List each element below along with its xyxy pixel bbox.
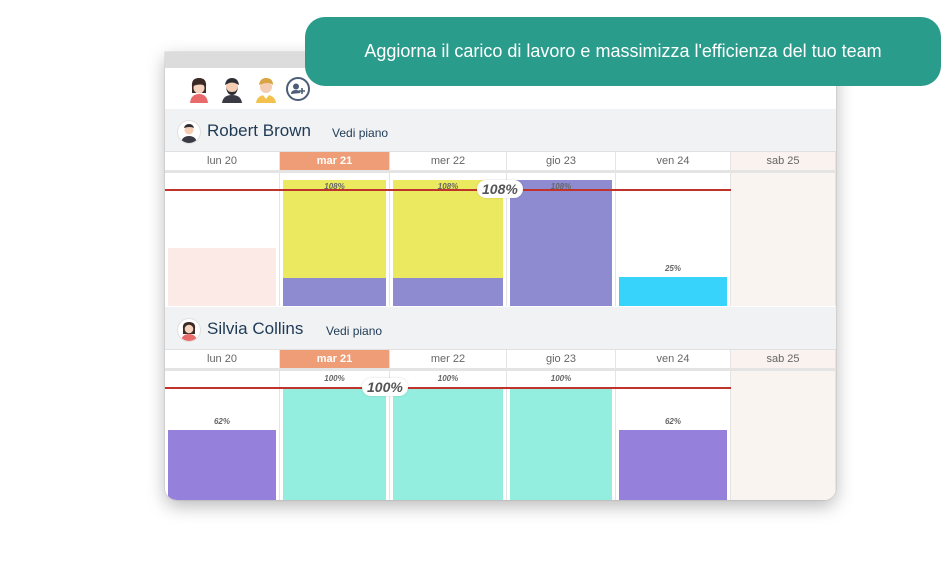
person-header-silvia: Silvia Collins Vedi piano xyxy=(165,307,836,350)
capacity-line xyxy=(165,387,731,389)
day-header-row: lun 20 mar 21 mer 22 gio 23 ven 24 sab 25 xyxy=(165,350,836,371)
day-column xyxy=(731,173,836,306)
day-column: 100% xyxy=(507,371,616,500)
day-column: 108% xyxy=(507,173,616,306)
male-avatar-icon xyxy=(177,120,201,144)
day-label: mer 22 xyxy=(390,152,507,170)
workload-bar-segment[interactable] xyxy=(619,276,727,306)
planner-window: Robert Brown Vedi piano lun 20 mar 21 mer … xyxy=(165,52,836,500)
workload-percent-label: 62% xyxy=(213,416,230,426)
day-label: sab 25 xyxy=(731,152,836,170)
person-header-robert: Robert Brown Vedi piano xyxy=(165,109,836,152)
bearded-man-avatar-icon[interactable] xyxy=(219,75,245,103)
day-header-row: lun 20 mar 21 mer 22 gio 23 ven 24 sab 25 xyxy=(165,152,836,173)
workload-bar-segment[interactable] xyxy=(510,179,612,306)
workload-percent-label: 25% xyxy=(664,263,681,273)
workload-percent-label: 108% xyxy=(437,181,459,191)
workload-bar-segment[interactable] xyxy=(283,179,386,279)
day-column: 25% xyxy=(616,173,731,306)
workload-grid: 108% 108% 108% 25% 108% xyxy=(165,173,836,306)
add-user-icon xyxy=(291,83,305,94)
day-label: gio 23 xyxy=(507,350,616,368)
day-label: mar 21 xyxy=(280,152,390,170)
workload-bar-segment[interactable] xyxy=(168,429,276,500)
day-column: 62% xyxy=(616,371,731,500)
female-avatar-icon[interactable] xyxy=(186,75,212,103)
total-load-badge: 108% xyxy=(477,180,523,198)
day-label: lun 20 xyxy=(165,152,280,170)
day-column: 108% xyxy=(280,173,390,306)
day-label: ven 24 xyxy=(616,350,731,368)
person-name: Robert Brown xyxy=(207,121,311,140)
day-column: 62% xyxy=(165,371,280,500)
workload-bar-segment[interactable] xyxy=(393,387,503,500)
day-label: gio 23 xyxy=(507,152,616,170)
workload-percent-label: 100% xyxy=(324,374,345,383)
workload-percent-label: 62% xyxy=(664,416,681,426)
view-plan-link[interactable]: Vedi piano xyxy=(332,126,389,140)
day-column xyxy=(731,371,836,500)
workload-grid: 62% 100% 100% 100% 62% 100% xyxy=(165,371,836,500)
workload-bar-segment[interactable] xyxy=(393,278,503,306)
day-label: mar 21 xyxy=(280,350,390,368)
workload-percent-label: 108% xyxy=(324,181,345,191)
day-column xyxy=(165,173,280,306)
workload-bar-segment[interactable] xyxy=(168,247,276,306)
view-plan-link[interactable]: Vedi piano xyxy=(326,324,383,338)
day-column: 100% xyxy=(280,371,390,500)
workload-bar-segment[interactable] xyxy=(510,387,612,500)
total-load-badge: 100% xyxy=(362,378,408,396)
promo-banner: Aggiorna il carico di lavoro e massimizz… xyxy=(305,17,941,86)
day-label: sab 25 xyxy=(731,350,836,368)
day-label: ven 24 xyxy=(616,152,731,170)
workload-bar-segment[interactable] xyxy=(283,278,386,306)
workload-bar-segment[interactable] xyxy=(619,429,727,500)
person-name: Silvia Collins xyxy=(207,319,304,338)
workload-percent-label: 100% xyxy=(437,374,459,383)
add-user-button[interactable] xyxy=(286,77,310,101)
day-label: lun 20 xyxy=(165,350,280,368)
capacity-line xyxy=(165,189,731,191)
workload-percent-label: 108% xyxy=(550,181,572,191)
workload-percent-label: 100% xyxy=(550,374,572,383)
female-avatar-icon xyxy=(177,318,201,342)
day-label: mer 22 xyxy=(390,350,507,368)
man-avatar-icon[interactable] xyxy=(253,75,279,103)
workload-bar-segment[interactable] xyxy=(283,387,386,500)
day-column: 100% xyxy=(390,371,507,500)
